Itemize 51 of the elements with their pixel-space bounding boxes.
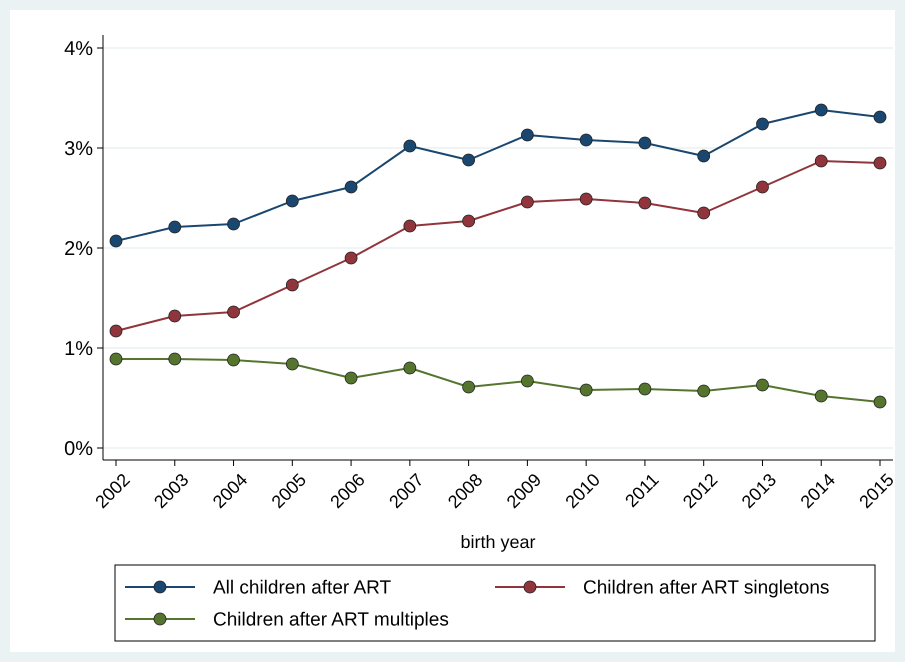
y-tick-label: 3% — [64, 138, 94, 160]
point — [638, 136, 652, 150]
legend-label: All children after ART — [213, 578, 392, 599]
point — [520, 196, 534, 208]
point — [874, 110, 886, 124]
point — [168, 352, 182, 366]
point — [697, 206, 710, 220]
point — [403, 362, 416, 374]
point — [168, 220, 182, 234]
point — [344, 372, 358, 384]
point — [110, 324, 122, 338]
y-tick-label: 0% — [64, 438, 94, 460]
point — [756, 118, 769, 130]
legend-label: Children after ART singletons — [583, 578, 830, 599]
point — [462, 380, 476, 394]
point — [462, 214, 476, 228]
point — [520, 128, 534, 142]
point — [227, 354, 240, 366]
point — [697, 384, 710, 398]
point — [227, 306, 240, 318]
point — [227, 218, 240, 230]
point — [520, 374, 534, 388]
point — [286, 358, 299, 370]
point — [814, 390, 828, 402]
point — [580, 192, 593, 206]
point — [110, 234, 122, 248]
point — [580, 384, 593, 396]
point — [344, 252, 358, 264]
point — [286, 278, 299, 292]
point — [638, 382, 652, 396]
point — [814, 104, 828, 116]
point — [286, 194, 299, 208]
point — [110, 352, 122, 366]
point — [814, 154, 828, 168]
point — [403, 220, 416, 232]
point — [168, 310, 182, 322]
x-axis-title: birth year — [460, 532, 536, 552]
point — [756, 180, 769, 194]
point — [874, 396, 886, 408]
point — [462, 154, 476, 166]
y-tick-label: 4% — [64, 38, 94, 60]
y-tick-label: 1% — [64, 338, 94, 360]
y-tick-label: 2% — [64, 238, 94, 260]
point — [344, 180, 358, 194]
point — [638, 196, 652, 210]
point — [756, 378, 769, 392]
point — [697, 150, 710, 162]
legend-label: Children after ART multiples — [213, 610, 449, 631]
point — [580, 134, 593, 146]
point — [403, 140, 416, 152]
point — [874, 156, 886, 170]
